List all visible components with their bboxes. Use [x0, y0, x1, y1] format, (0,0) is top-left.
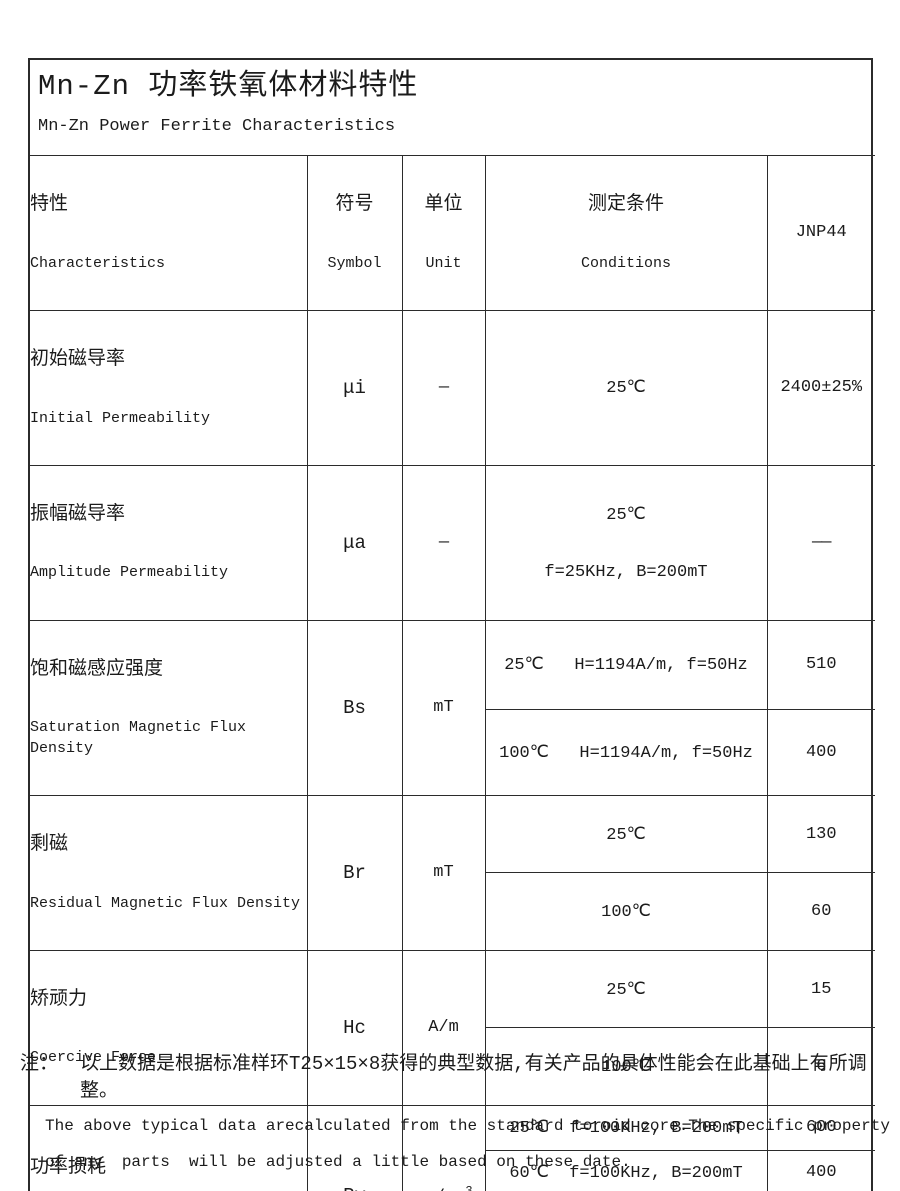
unit-base: mw/cm — [414, 1188, 465, 1191]
condition-cell: 100℃ — [485, 1027, 768, 1106]
table-subrow: 100℃ 6 — [30, 1027, 875, 1106]
condition-cell: 25℃ f=25KHz, B=200mT — [484, 464, 768, 621]
row-power-loss-name: 功率损耗 Power Loss — [30, 1104, 308, 1191]
row-name-zh: 饱和磁感应强度 — [30, 657, 164, 680]
header-symbol-en: Symbol — [327, 254, 382, 272]
condition-cell: 25℃ — [484, 949, 768, 1029]
table-row: 矫顽力 Coercive Force Hc A/m 25℃ 15 — [30, 949, 875, 1106]
row-name-zh: 初始磁导率 — [30, 347, 126, 370]
header-grade: JNP44 — [766, 155, 875, 311]
table-subrow: 100℃ 60 — [30, 872, 875, 951]
title-block: Mn-Zn 功率铁氧体材料特性 Mn-Zn Power Ferrite Char… — [30, 60, 871, 155]
header-symbol: 符号 Symbol — [306, 155, 403, 311]
table-row: 功率损耗 Power Loss Pv mw/cm3 25℃ f=100KHz, … — [30, 1104, 875, 1191]
row-initial-permeability-name: 初始磁导率 Initial Permeability — [30, 309, 308, 466]
unit-cell: A/m — [401, 949, 486, 1106]
value-cell: 400 — [766, 709, 875, 796]
unit-cell: mw/cm3 — [401, 1104, 486, 1191]
characteristics-sheet: Mn-Zn 功率铁氧体材料特性 Mn-Zn Power Ferrite Char… — [28, 58, 875, 1191]
value-cell: —— — [766, 464, 875, 621]
condition-cell: 25℃ H=1194A/m, f=50Hz — [484, 619, 768, 711]
condition-cell: 100℃ — [485, 872, 768, 951]
value-cell: 130 — [766, 794, 875, 874]
header-conditions-en: Conditions — [580, 254, 671, 272]
symbol-cell: μa — [306, 464, 403, 621]
row-name-en: Saturation Magnetic Flux Density — [30, 719, 256, 757]
characteristics-table: 特性 Characteristics 符号 Symbol 单位 Unit 测定条… — [30, 155, 875, 1191]
row-name-en: Coercive Force — [30, 1049, 157, 1067]
table-row: 饱和磁感应强度 Saturation Magnetic Flux Density… — [30, 619, 875, 796]
value-cell: 510 — [766, 619, 875, 711]
table-subrow: 100℃ H=1194A/m, f=50Hz 400 — [30, 709, 875, 796]
unit-superscript: 3 — [465, 1184, 472, 1191]
condition-line2: f=25KHz, B=200mT — [544, 562, 708, 582]
row-residual-flux-name: 剩磁 Residual Magnetic Flux Density — [30, 794, 308, 951]
row-name-zh: 振幅磁导率 — [30, 502, 126, 525]
condition-cell: 25℃ — [484, 794, 768, 874]
footnote-en-line2: of any parts will be adjusted a little b… — [45, 1153, 631, 1172]
condition-cell: 25℃ f=100KHz, B=200mT — [484, 1104, 768, 1151]
header-unit-en: Unit — [425, 254, 462, 272]
value-cell: 400 — [766, 1149, 875, 1191]
table-header-row: 特性 Characteristics 符号 Symbol 单位 Unit 测定条… — [30, 155, 875, 311]
row-name-en: Residual Magnetic Flux Density — [30, 894, 301, 912]
table-row: 初始磁导率 Initial Permeability μi — 25℃ 2400… — [30, 309, 875, 466]
condition-line1: 25℃ — [606, 505, 646, 525]
header-characteristics-en: Characteristics — [30, 254, 166, 272]
header-characteristics-zh: 特性 — [30, 193, 69, 215]
symbol-cell: Pv — [306, 1104, 403, 1191]
value-cell: 15 — [766, 949, 875, 1029]
symbol-cell: Hc — [306, 949, 403, 1106]
table-subrow: 60℃ f=100KHz, B=200mT 400 — [30, 1149, 875, 1191]
value-cell: 2400±25% — [766, 309, 875, 466]
footnote-zh: 以上数据是根据标准样环T25×15×8获得的典型数据,有关产品的具体性能会在此基… — [80, 1053, 867, 1102]
value-cell: 60 — [766, 872, 875, 951]
footnote-zh-row: 注： 以上数据是根据标准样环T25×15×8获得的典型数据,有关产品的具体性能会… — [20, 1048, 890, 1102]
condition-cell: 60℃ f=100KHz, B=200mT — [485, 1149, 768, 1191]
row-coercive-force-name: 矫顽力 Coercive Force — [30, 949, 308, 1106]
row-amplitude-permeability-name: 振幅磁导率 Amplitude Permeability — [30, 464, 308, 621]
row-name-zh: 剩磁 — [30, 832, 69, 855]
value-cell: 6 — [766, 1027, 875, 1106]
row-name-zh: 矫顽力 — [30, 987, 88, 1010]
condition-cell: 25℃ — [484, 309, 768, 466]
footnote-en-line1: The above typical data arecalculated fro… — [45, 1117, 890, 1135]
footnote-label: 注： — [20, 1053, 59, 1075]
header-characteristics: 特性 Characteristics — [30, 155, 308, 311]
unit-cell: — — [401, 464, 486, 621]
row-saturation-flux-name: 饱和磁感应强度 Saturation Magnetic Flux Density — [30, 619, 308, 796]
value-cell: 600 — [766, 1104, 875, 1151]
header-conditions: 测定条件 Conditions — [484, 155, 768, 311]
symbol-cell: Br — [306, 794, 403, 951]
header-conditions-zh: 测定条件 — [587, 193, 664, 215]
row-name-en: Initial Permeability — [30, 409, 211, 427]
header-symbol-zh: 符号 — [335, 193, 374, 215]
row-name-en: Amplitude Permeability — [30, 564, 229, 582]
footnotes: 注： 以上数据是根据标准样环T25×15×8获得的典型数据,有关产品的具体性能会… — [20, 1048, 890, 1174]
table-row: 剩磁 Residual Magnetic Flux Density Br mT … — [30, 794, 875, 951]
header-unit-zh: 单位 — [424, 193, 463, 215]
page-subtitle: Mn-Zn Power Ferrite Characteristics — [38, 116, 396, 136]
symbol-cell: μi — [306, 309, 403, 466]
unit-cell: mT — [401, 794, 486, 951]
header-unit: 单位 Unit — [401, 155, 486, 311]
row-name-zh: 功率损耗 — [30, 1155, 107, 1178]
symbol-cell: Bs — [306, 619, 403, 796]
table-row: 振幅磁导率 Amplitude Permeability μa — 25℃ f=… — [30, 464, 875, 621]
unit-cell: mT — [401, 619, 486, 796]
page-title: Mn-Zn 功率铁氧体材料特性 — [38, 70, 419, 103]
condition-cell: 100℃ H=1194A/m, f=50Hz — [485, 709, 768, 796]
unit-cell: — — [401, 309, 486, 466]
